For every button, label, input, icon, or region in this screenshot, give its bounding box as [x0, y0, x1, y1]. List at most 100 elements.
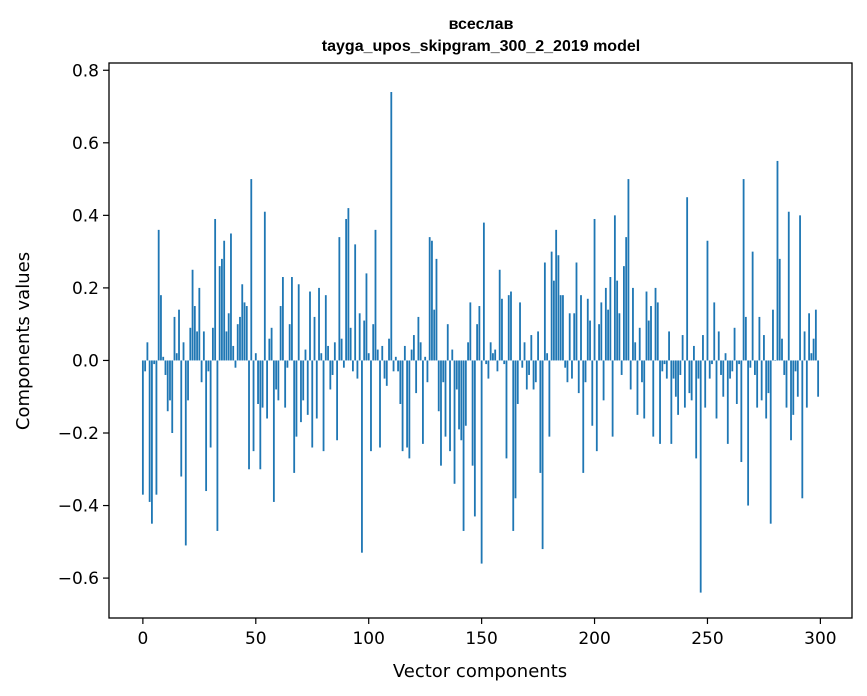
bar-1 [144, 360, 147, 372]
bar-111 [392, 360, 395, 372]
bar-28 [205, 360, 208, 492]
bar-109 [388, 338, 390, 361]
bar-92 [349, 327, 352, 361]
bar-152 [485, 360, 488, 365]
bar-72 [304, 349, 307, 361]
bar-89 [342, 360, 345, 368]
bar-237 [677, 360, 680, 415]
bar-235 [672, 360, 675, 379]
bar-6 [155, 360, 158, 495]
chart-title: всеслав [449, 16, 514, 33]
bar-263 [735, 360, 738, 404]
bar-183 [555, 229, 558, 361]
x-tick-label: 50 [245, 629, 267, 649]
bar-189 [568, 313, 571, 361]
bar-12 [169, 360, 171, 401]
bar-29 [207, 360, 210, 372]
x-tick-label: 0 [137, 629, 148, 649]
bar-30 [209, 360, 212, 448]
bar-173 [532, 360, 535, 390]
bar-219 [636, 360, 639, 415]
bar-10 [164, 360, 167, 375]
bar-47 [248, 360, 250, 470]
bar-174 [534, 360, 537, 383]
bar-270 [751, 251, 754, 361]
bar-249 [704, 360, 707, 408]
x-tick-label: 150 [465, 629, 497, 649]
bar-147 [473, 360, 476, 517]
bar-194 [580, 295, 582, 361]
bar-294 [805, 360, 808, 408]
bar-93 [352, 360, 354, 372]
bar-99 [365, 273, 368, 361]
bar-260 [729, 360, 731, 379]
bar-293 [803, 331, 806, 361]
bar-74 [309, 291, 311, 361]
bar-70 [300, 360, 302, 423]
bar-288 [792, 360, 795, 415]
bar-239 [681, 335, 684, 361]
bar-139 [455, 360, 458, 390]
bar-265 [740, 360, 743, 463]
bar-246 [697, 360, 700, 379]
bar-21 [189, 327, 192, 361]
bar-130 [435, 258, 438, 361]
bar-203 [600, 302, 603, 361]
bar-225 [650, 306, 652, 361]
bar-142 [462, 360, 465, 531]
bar-232 [665, 360, 668, 379]
bar-50 [254, 353, 257, 361]
bar-79 [320, 353, 323, 361]
plot-frame [108, 62, 853, 619]
bar-248 [702, 335, 704, 361]
bar-261 [731, 360, 734, 372]
bar-23 [193, 306, 196, 361]
bar-162 [507, 295, 510, 361]
bar-247 [699, 360, 702, 593]
bar-87 [338, 237, 341, 361]
bar-117 [406, 360, 409, 448]
bar-97 [361, 360, 363, 553]
bar-244 [693, 345, 695, 361]
bar-24 [196, 331, 198, 361]
bar-291 [799, 215, 801, 361]
bar-151 [482, 222, 485, 361]
bar-206 [607, 309, 609, 361]
bar-201 [595, 360, 598, 452]
bar-284 [783, 360, 786, 375]
bar-26 [200, 360, 203, 383]
bar-84 [331, 360, 334, 375]
x-axis-label: Vector components [393, 661, 567, 682]
bar-172 [530, 335, 533, 361]
bar-135 [446, 324, 449, 361]
bar-165 [514, 360, 517, 499]
bar-216 [629, 360, 632, 390]
bar-61 [279, 306, 282, 361]
bar-35 [221, 258, 223, 361]
bar-253 [713, 302, 716, 361]
chart-subtitle: tayga_upos_skipgram_300_2_2019 model [322, 38, 640, 55]
bar-184 [557, 255, 560, 361]
bar-134 [444, 360, 447, 437]
bar-192 [575, 262, 578, 361]
bar-215 [627, 179, 630, 361]
bar-141 [460, 360, 463, 441]
bar-57 [270, 327, 273, 361]
bar-170 [525, 360, 528, 390]
bar-154 [489, 342, 492, 361]
bar-22 [191, 269, 194, 361]
bar-155 [492, 353, 494, 361]
bar-138 [453, 360, 456, 484]
bar-197 [586, 298, 589, 361]
bar-2 [146, 342, 149, 361]
bar-17 [180, 360, 183, 477]
bar-38 [227, 313, 230, 361]
bar-150 [480, 360, 483, 564]
bar-129 [433, 309, 436, 361]
bar-196 [584, 360, 587, 383]
bar-178 [543, 262, 546, 361]
bar-267 [744, 316, 747, 361]
x-tick-label: 100 [352, 629, 384, 649]
bar-62 [281, 277, 284, 361]
